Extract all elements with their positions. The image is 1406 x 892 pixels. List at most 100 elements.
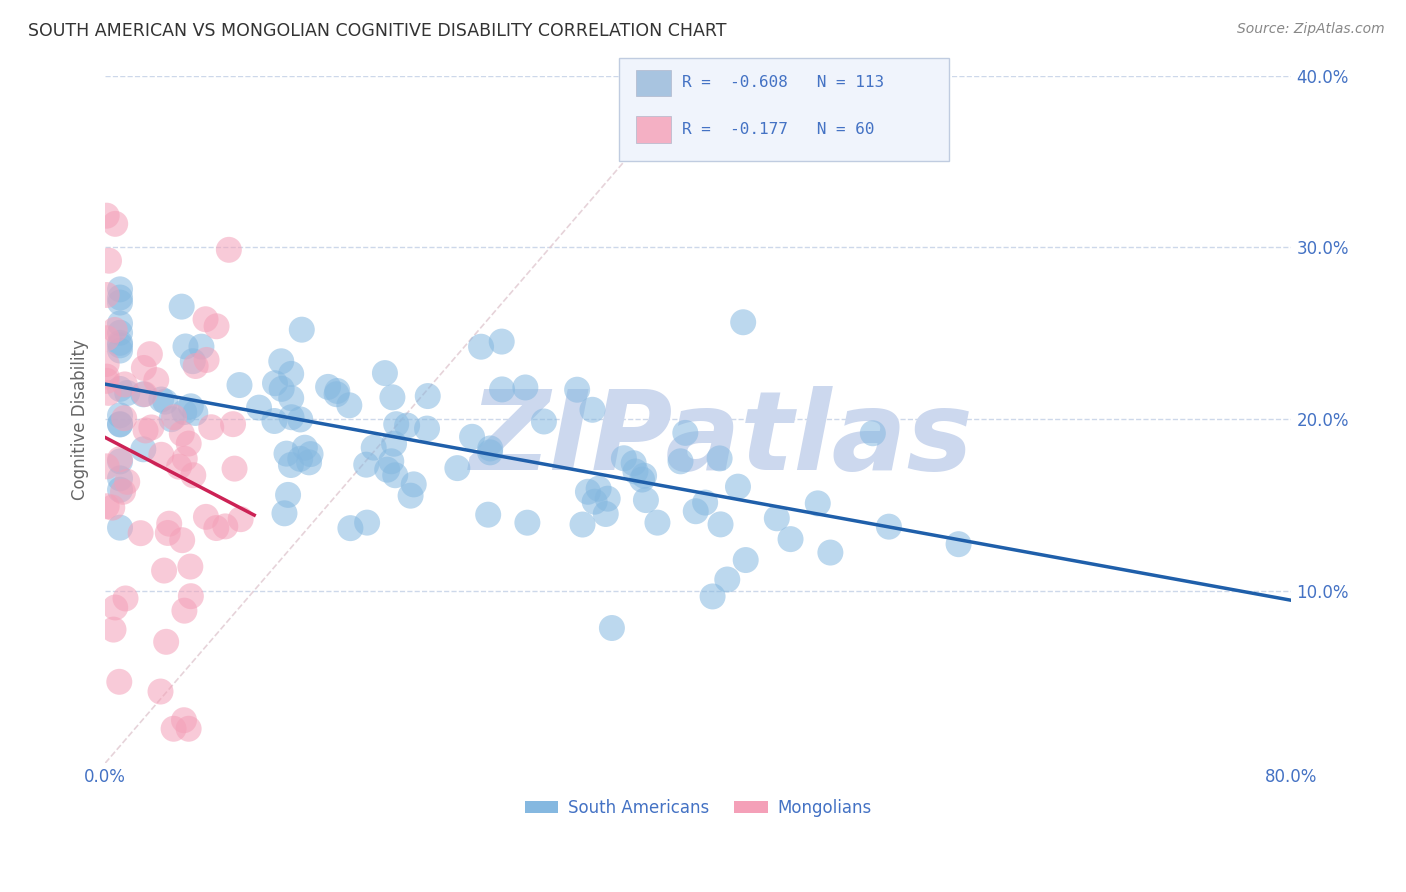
Point (491, 383, 513, 397)
Point (734, 553, 756, 567)
Point (276, 447, 298, 461)
Point (173, 604, 195, 618)
Point (596, 491, 619, 506)
Point (222, 417, 245, 432)
Point (446, 461, 468, 475)
Point (115, 475, 138, 489)
Point (339, 521, 361, 535)
Point (247, 401, 270, 415)
Point (145, 373, 167, 387)
Point (695, 495, 717, 509)
Point (96, 331, 118, 345)
Point (157, 516, 180, 531)
Point (190, 340, 212, 354)
Text: Source: ZipAtlas.com: Source: ZipAtlas.com (1237, 22, 1385, 37)
Text: ZIPatlas: ZIPatlas (470, 386, 974, 493)
Point (294, 441, 316, 455)
Point (174, 339, 197, 353)
Point (108, 471, 131, 485)
Text: R =  -0.177   N = 60: R = -0.177 N = 60 (682, 122, 875, 136)
Point (115, 386, 138, 401)
Point (280, 391, 302, 405)
Point (96, 374, 118, 388)
Point (581, 402, 603, 417)
Point (108, 521, 131, 535)
Point (673, 425, 696, 440)
Point (149, 684, 172, 698)
Point (273, 506, 295, 520)
Point (624, 465, 647, 479)
Point (162, 722, 184, 736)
Point (112, 411, 135, 425)
Point (194, 509, 217, 524)
Point (491, 334, 513, 349)
Point (396, 418, 419, 433)
Point (155, 635, 177, 649)
Point (177, 722, 200, 736)
Point (132, 442, 155, 457)
Point (477, 508, 499, 522)
Point (108, 335, 131, 350)
Point (173, 405, 195, 419)
Point (533, 415, 555, 429)
Point (375, 463, 398, 477)
Point (97, 385, 120, 400)
Point (291, 323, 314, 337)
Point (363, 441, 385, 455)
Legend: South Americans, Mongolians: South Americans, Mongolians (517, 792, 879, 823)
Point (588, 482, 610, 496)
Point (633, 468, 655, 483)
Point (150, 448, 173, 462)
Text: R =  -0.608   N = 113: R = -0.608 N = 113 (682, 76, 884, 90)
Point (156, 525, 179, 540)
Point (180, 589, 202, 603)
Point (214, 519, 236, 533)
Point (108, 295, 131, 310)
Point (104, 323, 127, 337)
Point (877, 519, 900, 533)
Point (380, 454, 402, 468)
Text: SOUTH AMERICAN VS MONGOLIAN COGNITIVE DISABILITY CORRELATION CHART: SOUTH AMERICAN VS MONGOLIAN COGNITIVE DI… (28, 22, 727, 40)
Point (631, 473, 654, 487)
Point (108, 409, 131, 423)
Point (172, 533, 194, 548)
Point (479, 445, 502, 459)
Point (280, 410, 302, 425)
Point (96, 459, 118, 474)
Point (155, 394, 177, 409)
Point (135, 424, 157, 438)
Point (461, 430, 484, 444)
Point (228, 378, 250, 392)
Point (108, 483, 131, 497)
Point (382, 436, 405, 450)
Point (108, 291, 131, 305)
Point (470, 340, 492, 354)
Point (280, 458, 302, 472)
Point (290, 451, 312, 466)
Point (613, 451, 636, 466)
Point (132, 387, 155, 401)
Point (385, 417, 408, 432)
Point (224, 461, 246, 475)
Point (139, 347, 162, 361)
Point (565, 383, 588, 397)
Point (374, 366, 396, 380)
Point (194, 312, 217, 326)
Point (108, 417, 131, 431)
Point (766, 511, 789, 525)
Point (104, 600, 127, 615)
Point (200, 420, 222, 434)
Point (229, 512, 252, 526)
Point (727, 480, 749, 494)
Point (669, 454, 692, 468)
Point (108, 452, 131, 467)
Point (479, 442, 502, 456)
Point (205, 521, 228, 535)
Point (647, 516, 669, 530)
Point (416, 421, 439, 435)
Point (195, 353, 218, 368)
Point (181, 468, 204, 483)
Point (179, 559, 201, 574)
Point (177, 436, 200, 450)
Point (163, 410, 186, 425)
